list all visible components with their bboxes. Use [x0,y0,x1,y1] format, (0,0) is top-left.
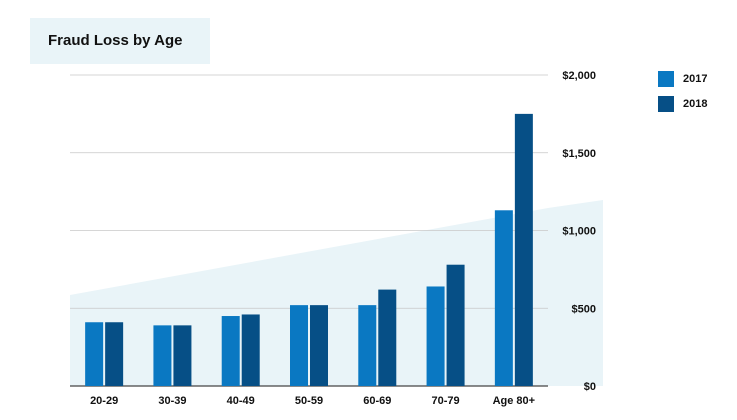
bar-2017-20-29 [85,322,104,386]
chart-title-box: Fraud Loss by Age [30,18,210,64]
bar-2017-age-80- [494,210,513,386]
legend-label-2018: 2018 [683,98,708,110]
bar-2018-30-39 [173,325,192,386]
y-axis-labels: $0 $500 $1,000 $1,500 $2,000 [562,70,596,393]
bar-2017-30-39 [153,325,172,386]
bar-2018-50-59 [310,305,328,386]
chart-title: Fraud Loss by Age [48,32,183,49]
bar-2018-40-49 [241,314,260,386]
y-tick-label: $2,000 [562,70,596,82]
x-tick-label: Age 80+ [493,395,536,407]
x-tick-label: 60-69 [363,395,391,407]
grid-lines [70,74,548,387]
y-tick-label: $500 [572,303,596,315]
legend-item-2018: 2018 [658,93,707,115]
bars [85,113,533,386]
legend-item-2017: 2017 [658,68,707,90]
legend-label-2017: 2017 [683,73,708,85]
y-tick-label: $1,000 [562,226,596,238]
legend-swatch-2018 [658,96,674,112]
bar-2017-40-49 [221,316,240,386]
x-tick-label: 30-39 [158,395,186,407]
x-tick-label: 70-79 [432,395,460,407]
bar-2017-70-79 [426,286,445,386]
bar-2018-20-29 [105,322,124,386]
x-axis-labels: 20-29 30-39 40-49 50-59 60-69 70-79 Age 80+ [90,395,535,407]
bar-2018-age-80- [514,113,533,386]
legend-swatch-2017 [658,71,674,87]
background-wedge [70,200,603,386]
y-tick-label: $0 [584,381,596,393]
x-tick-label: 40-49 [227,395,255,407]
bar-2018-60-69 [378,289,397,386]
bar-2017-50-59 [290,305,308,386]
x-tick-label: 20-29 [90,395,118,407]
x-tick-label: 50-59 [295,395,323,407]
bar-2018-70-79 [446,264,465,386]
bar-2017-60-69 [358,305,377,386]
y-tick-label: $1,500 [562,148,596,160]
legend: 2017 2018 [658,68,707,118]
